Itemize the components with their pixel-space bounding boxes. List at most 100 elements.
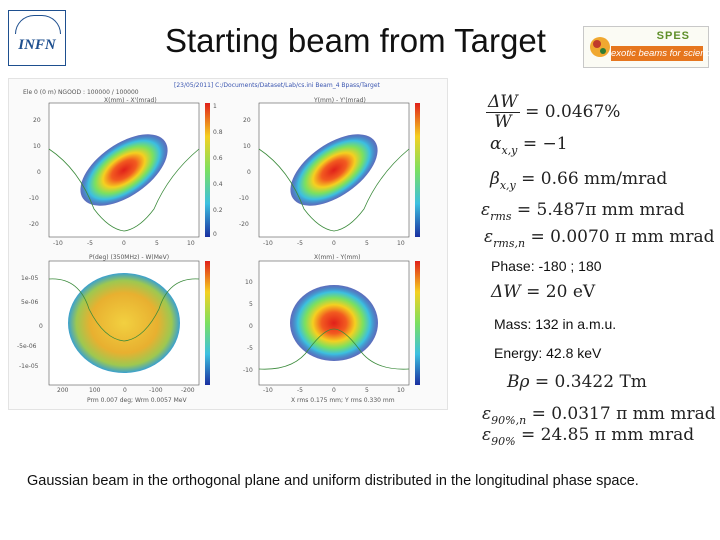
tick-br-y: 10	[245, 279, 253, 286]
eq-dw-num: ΔW	[486, 92, 520, 113]
tick-bl-x: 100	[89, 387, 101, 394]
eq-eps90n: ε90%,n = 0.0317 π mm mrad	[482, 404, 716, 427]
tick-tl-x: 10	[187, 240, 195, 247]
eq-eps-rms-n-sub: rms,n	[493, 237, 526, 250]
tick-bl-y: -5e-06	[17, 343, 37, 350]
tick-tr-x: 10	[397, 240, 405, 247]
plot-phase-energy	[48, 260, 210, 386]
tick-tr-y: 10	[243, 143, 251, 150]
cbar-tick: 0.8	[213, 129, 223, 136]
plot-y-yprime	[258, 102, 420, 238]
tick-tr-y: -20	[239, 221, 249, 228]
tick-br-y: -5	[247, 345, 253, 352]
tick-bl-x: -200	[181, 387, 195, 394]
plot-x-xprime	[48, 102, 210, 238]
mass-text: Mass: 132 in a.m.u.	[494, 316, 617, 332]
eq-eps90-symbol: ε	[482, 425, 492, 445]
cbar-tick: 0.4	[213, 181, 223, 188]
tick-tr-x: 5	[365, 240, 369, 247]
eq-eps-rms: εrms = 5.487π mm mrad	[481, 200, 685, 223]
tick-br-x: 0	[332, 387, 336, 394]
tick-br-y: 5	[249, 301, 253, 308]
eq-eps-rms-value: = 5.487π mm mrad	[516, 200, 685, 220]
eq-alpha-sub: x,y	[501, 144, 518, 157]
eq-beta-symbol: β	[490, 169, 500, 189]
tick-tl-x: 5	[155, 240, 159, 247]
tick-br-y: -10	[243, 367, 253, 374]
tick-tl-y: 20	[33, 117, 41, 124]
tick-bl-x: -100	[149, 387, 163, 394]
tick-tl-y: 10	[33, 143, 41, 150]
infn-logo: INFN	[8, 10, 66, 66]
eq-dw-den: W	[494, 112, 512, 132]
tick-tl-x: -5	[87, 240, 93, 247]
title-y-yprime: Y(mm) - Y'(mrad)	[314, 97, 366, 104]
eq-eps90: ε90% = 24.85 π mm mrad	[482, 425, 694, 448]
status-top: [23/05/2011] C:/Documents/Dataset/Lab/cs…	[174, 82, 380, 89]
spes-slogan: exotic beams for science	[611, 46, 716, 61]
eq-dw-over-w: ΔW W = 0.0467%	[486, 93, 620, 132]
phase-space-screenshot: Ele 0 (0 m) NGOOD : 100000 / 100000 [23/…	[8, 78, 448, 410]
tick-tr-y: -10	[239, 195, 249, 202]
eq-eps90n-value: = 0.0317 π mm mrad	[531, 404, 716, 424]
eq-brho-value: = 0.3422 Tm	[534, 372, 647, 392]
tick-tr-y: 20	[243, 117, 251, 124]
eq-delta-w-symbol: ΔW	[491, 282, 521, 302]
tick-bl-y: 0	[39, 323, 43, 330]
tick-br-x: -10	[263, 387, 273, 394]
eq-eps90-sub: 90%	[491, 435, 516, 448]
tick-tl-y: -10	[29, 195, 39, 202]
tick-tl-y: 0	[37, 169, 41, 176]
eq-eps90n-symbol: ε	[482, 404, 492, 424]
eq-eps-rms-n-symbol: ε	[484, 227, 494, 247]
tick-tl-y: -20	[29, 221, 39, 228]
tick-br-x: 10	[397, 387, 405, 394]
eq-eps-rms-n: εrms,n = 0.0070 π mm mrad	[484, 227, 714, 250]
eq-dw-value: = 0.0467%	[525, 102, 621, 122]
title-x-xprime: X(mm) - X'(mrad)	[104, 97, 157, 104]
tick-br-x: -5	[297, 387, 303, 394]
phase-range: Phase: -180 ; 180	[491, 258, 602, 274]
eq-beta-value: = 0.66 mm/mrad	[521, 169, 668, 189]
title-phase-energy: P(deg) (350MHz) - W(MeV)	[89, 254, 170, 261]
eq-brho: Bρ = 0.3422 Tm	[507, 372, 647, 392]
eq-delta-w-value: = 20 eV	[526, 282, 596, 302]
tick-tl-x: -10	[53, 240, 63, 247]
spes-logo: SPES exotic beams for science	[583, 26, 716, 68]
cbar-tick: 0	[213, 231, 217, 238]
eq-beta-sub: x,y	[499, 179, 516, 192]
infn-dome-icon	[15, 15, 61, 34]
tick-tr-x: -10	[263, 240, 273, 247]
tick-br-x: 5	[365, 387, 369, 394]
energy-text: Energy: 42.8 keV	[494, 345, 602, 361]
tick-bl-x: 0	[123, 387, 127, 394]
plot-x-y	[258, 260, 420, 386]
eq-eps-rms-symbol: ε	[481, 200, 491, 220]
eq-alpha-symbol: α	[490, 134, 502, 154]
eq-alpha: αx,y = −1	[490, 134, 568, 157]
cbar-tick: 0.2	[213, 207, 223, 214]
eq-eps90n-sub: 90%,n	[491, 414, 527, 427]
tick-bl-y: 1e-05	[21, 275, 39, 282]
cbar-tick: 1	[213, 103, 217, 110]
eq-eps-rms-sub: rms	[490, 210, 512, 223]
tick-bl-y: -1e-05	[19, 363, 39, 370]
tick-tl-x: 0	[122, 240, 126, 247]
slide-title: Starting beam from Target	[165, 22, 546, 59]
eq-delta-w: ΔW = 20 eV	[491, 282, 595, 302]
rms-label-right: X rms 0.175 mm; Y rms 0.330 mm	[291, 397, 395, 404]
eq-brho-symbol: Bρ	[507, 372, 530, 392]
tick-br-y: 0	[249, 323, 253, 330]
rms-label-left: Prm 0.007 deg; Wrm 0.0057 MeV	[87, 397, 187, 404]
tick-tr-x: 0	[332, 240, 336, 247]
title-x-y: X(mm) - Y(mm)	[314, 254, 361, 261]
cbar-tick: 0.6	[213, 155, 223, 162]
caption-text: Gaussian beam in the orthogonal plane an…	[27, 473, 639, 489]
eq-eps-rms-n-value: = 0.0070 π mm mrad	[530, 227, 715, 247]
tick-tr-x: -5	[297, 240, 303, 247]
infn-logo-text: INFN	[18, 37, 56, 53]
eq-alpha-value: = −1	[522, 134, 568, 154]
tick-bl-x: 200	[57, 387, 69, 394]
spes-emblem-icon	[590, 37, 610, 57]
eq-beta: βx,y = 0.66 mm/mrad	[490, 169, 667, 192]
